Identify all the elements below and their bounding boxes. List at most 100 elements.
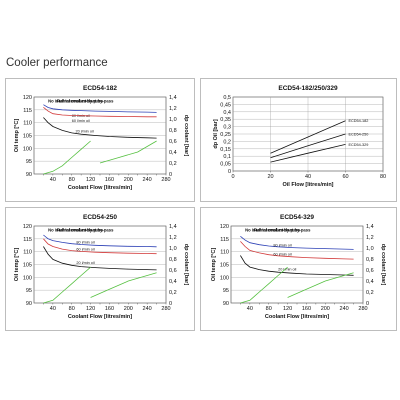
- y2-tick-label: 0,6: [366, 268, 374, 274]
- x-tick-label: 60: [342, 174, 348, 180]
- x-axis-label: Coolant Flow [litres/min]: [265, 314, 329, 320]
- y2-tick-label: 1,4: [169, 95, 177, 101]
- x-axis-label: Oil Flow [litres/min]: [282, 182, 333, 188]
- y2-tick-label: 0,4: [169, 150, 177, 156]
- y2-axis-label: dp coolant [bar]: [380, 244, 386, 286]
- chart-annotation: No internal coolant by-pass: [48, 99, 104, 104]
- series-line: [240, 235, 354, 250]
- chart-annotation: Full internal coolant by-pass: [57, 228, 114, 233]
- y-tick-label: 105: [23, 263, 32, 269]
- x-tick-label: 240: [143, 177, 152, 183]
- y-tick-label: 115: [23, 108, 32, 114]
- x-tick-label: 0: [231, 174, 234, 180]
- y2-axis-label: dp coolant [bar]: [183, 115, 189, 157]
- y-tick-label: 110: [23, 250, 32, 256]
- y2-tick-label: 0,8: [169, 257, 177, 263]
- series-line: [90, 272, 157, 298]
- x-tick-label: 80: [69, 306, 75, 312]
- y-tick-label: 100: [220, 275, 229, 281]
- series-label: ECD54-250: [349, 133, 369, 137]
- chart-panel-ecd54-182: 90 95 100 105 110 115 120 40 80 120 160 200 240 280 0 0…: [5, 78, 195, 202]
- series-label: 60 l/min oil: [273, 252, 291, 256]
- y-tick-label: 100: [23, 146, 32, 152]
- x-tick-label: 80: [380, 174, 386, 180]
- chart-annotation: No internal coolant by-pass: [245, 228, 301, 233]
- y-tick-label: 0,25: [220, 132, 231, 138]
- series-line: [240, 241, 354, 260]
- x-tick-label: 80: [69, 177, 75, 183]
- y-tick-label: 0,4: [223, 110, 231, 116]
- y2-tick-label: 1,2: [169, 235, 177, 241]
- series-line: [240, 266, 288, 304]
- y2-tick-label: 0,8: [366, 257, 374, 263]
- y-tick-label: 120: [23, 95, 32, 101]
- series-line: [43, 266, 91, 304]
- series-line: [43, 104, 157, 113]
- y2-tick-label: 1,4: [169, 224, 177, 230]
- y-axis-label: Oil temp [°C]: [14, 248, 20, 282]
- y2-tick-label: 0,6: [169, 139, 177, 145]
- y2-tick-label: 0: [169, 301, 172, 307]
- y2-tick-label: 1,2: [169, 106, 177, 112]
- x-tick-label: 160: [105, 306, 114, 312]
- y-axis-label: Oil temp [°C]: [211, 248, 217, 282]
- y2-tick-label: 0: [169, 172, 172, 178]
- y-tick-label: 90: [223, 301, 229, 307]
- y-tick-label: 0,3: [223, 125, 231, 131]
- y-tick-label: 110: [220, 250, 229, 256]
- series-line: [43, 234, 157, 248]
- y-axis-label: dp Oil [bar]: [213, 119, 219, 149]
- y2-tick-label: 0,4: [366, 279, 374, 285]
- series-line: [270, 120, 346, 154]
- series-line: [43, 117, 157, 139]
- y2-tick-label: 1,4: [366, 224, 374, 230]
- series-line: [287, 272, 354, 298]
- x-tick-label: 280: [161, 177, 170, 183]
- y-tick-label: 105: [23, 134, 32, 140]
- y-tick-label: 95: [223, 288, 229, 294]
- y-tick-label: 110: [23, 121, 32, 127]
- x-tick-label: 120: [86, 177, 95, 183]
- series-line: [240, 255, 354, 276]
- y2-tick-label: 1,2: [366, 235, 374, 241]
- y-tick-label: 0,2: [223, 139, 231, 145]
- chart-panel-ecd54-250: 90 95 100 105 110 115 120 40 80 120 160 200 240 280 0 0…: [5, 207, 195, 331]
- y2-tick-label: 0,8: [169, 128, 177, 134]
- series-label: 20 l/min oil: [76, 261, 94, 265]
- page-title: Cooler performance: [6, 57, 108, 69]
- x-tick-label: 160: [302, 306, 311, 312]
- series-label: 20 l/min oil: [278, 268, 296, 272]
- y-tick-label: 120: [23, 224, 32, 230]
- series-label: 20 l/min oil: [75, 129, 93, 133]
- y-tick-label: 105: [220, 263, 229, 269]
- y2-tick-label: 0,2: [169, 161, 177, 167]
- x-tick-label: 240: [340, 306, 349, 312]
- chart-panel-oil-pressure-drop: 0 0,05 0,1 0,15 0,2 0,25 0,3 0,35 0,4 0,45 0,5 0 20 4…: [200, 78, 397, 202]
- y-tick-label: 95: [26, 159, 32, 165]
- series-line: [270, 133, 346, 159]
- x-tick-label: 40: [247, 306, 253, 312]
- series-line: [270, 144, 346, 163]
- series-line: [99, 140, 157, 164]
- series-line: [43, 106, 157, 118]
- y2-tick-label: 0: [366, 301, 369, 307]
- chart-annotation: Full internal coolant by-pass: [254, 228, 311, 233]
- y-tick-label: 0,45: [220, 102, 231, 108]
- x-axis-label: Coolant Flow [litres/min]: [68, 314, 132, 320]
- x-tick-label: 280: [161, 306, 170, 312]
- y2-axis-label: dp coolant [bar]: [183, 244, 189, 286]
- x-tick-label: 120: [86, 306, 95, 312]
- series-line: [43, 238, 157, 255]
- x-tick-label: 200: [124, 177, 133, 183]
- chart-panel-ecd54-329: 90 95 100 105 110 115 120 40 80 120 160 200 240 280 0 0…: [200, 207, 397, 331]
- x-axis-label: Coolant Flow [litres/min]: [68, 185, 132, 191]
- y-axis-label: Oil temp [°C]: [14, 119, 20, 153]
- series-label: ECD54-329: [349, 143, 369, 147]
- y-tick-label: 0,1: [223, 154, 231, 160]
- x-tick-label: 40: [305, 174, 311, 180]
- series-label: ECD54-182: [349, 119, 369, 123]
- y-tick-label: 120: [220, 224, 229, 230]
- y2-tick-label: 1,0: [169, 246, 177, 252]
